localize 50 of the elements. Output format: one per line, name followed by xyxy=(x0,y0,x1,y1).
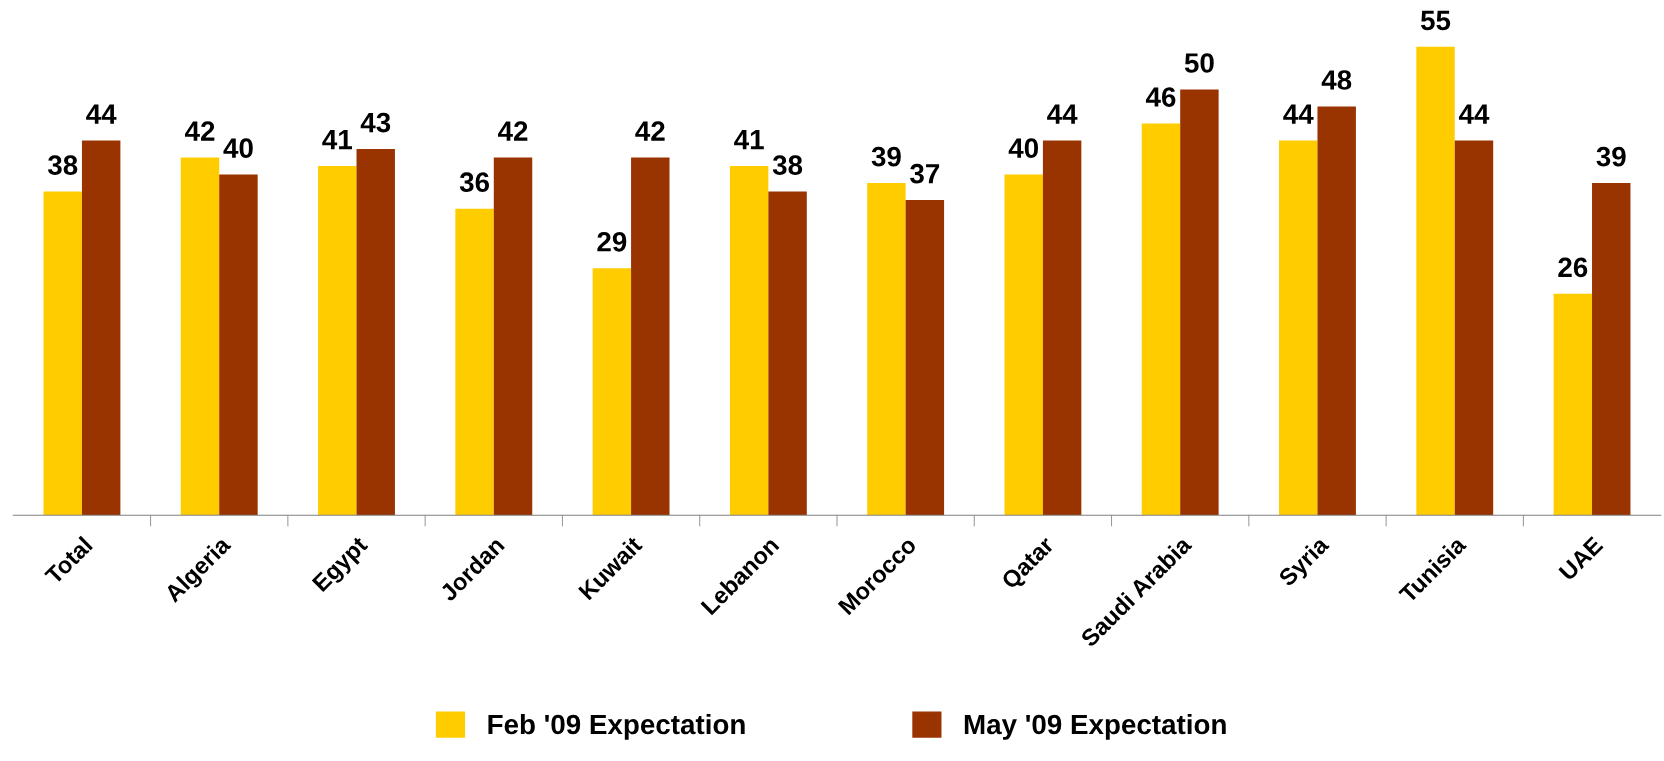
bar xyxy=(318,166,357,516)
legend-label: May '09 Expectation xyxy=(964,713,1226,740)
data-label: 40 xyxy=(223,138,253,158)
data-label: 40 xyxy=(1008,138,1038,158)
data-label: 37 xyxy=(910,163,940,184)
data-label: 26 xyxy=(1558,257,1588,278)
data-label: 39 xyxy=(871,146,901,167)
bar xyxy=(1180,89,1219,516)
data-label: 29 xyxy=(597,231,627,252)
data-label: 42 xyxy=(184,121,215,141)
data-label: 44 xyxy=(1283,104,1314,124)
bar xyxy=(905,200,945,516)
bar xyxy=(1279,140,1318,516)
bar xyxy=(81,140,121,516)
data-label: 41 xyxy=(322,130,352,150)
data-label: 39 xyxy=(1596,146,1626,167)
bar xyxy=(592,268,632,516)
bar xyxy=(1141,123,1181,516)
data-label: 38 xyxy=(772,155,803,176)
bar xyxy=(1553,293,1593,516)
bar xyxy=(493,157,533,516)
bar xyxy=(768,191,807,516)
data-label: 43 xyxy=(360,112,391,133)
data-label: 44 xyxy=(86,104,117,124)
bar xyxy=(43,191,82,516)
bar xyxy=(1416,46,1455,516)
bar xyxy=(631,157,670,516)
data-label: 41 xyxy=(734,130,764,150)
data-label: 44 xyxy=(1047,104,1078,124)
bar xyxy=(1454,140,1494,516)
bar xyxy=(1592,183,1631,516)
bar xyxy=(729,166,769,516)
data-label: 36 xyxy=(459,172,490,193)
data-label: 46 xyxy=(1145,87,1176,107)
data-label: 42 xyxy=(497,121,528,141)
bar xyxy=(455,208,494,516)
data-label: 50 xyxy=(1184,53,1214,73)
data-label: 42 xyxy=(635,121,665,141)
data-label: 38 xyxy=(47,155,78,176)
legend-label: Feb '09 Expectation xyxy=(488,713,745,740)
bar xyxy=(1317,106,1356,516)
bar xyxy=(1004,174,1043,516)
bar xyxy=(219,174,258,516)
data-label: 55 xyxy=(1420,10,1451,31)
bar xyxy=(180,157,220,516)
data-label: 44 xyxy=(1458,104,1490,124)
bar xyxy=(867,183,906,516)
bar xyxy=(1042,140,1082,516)
bar xyxy=(356,149,395,516)
data-label: 48 xyxy=(1321,70,1352,90)
